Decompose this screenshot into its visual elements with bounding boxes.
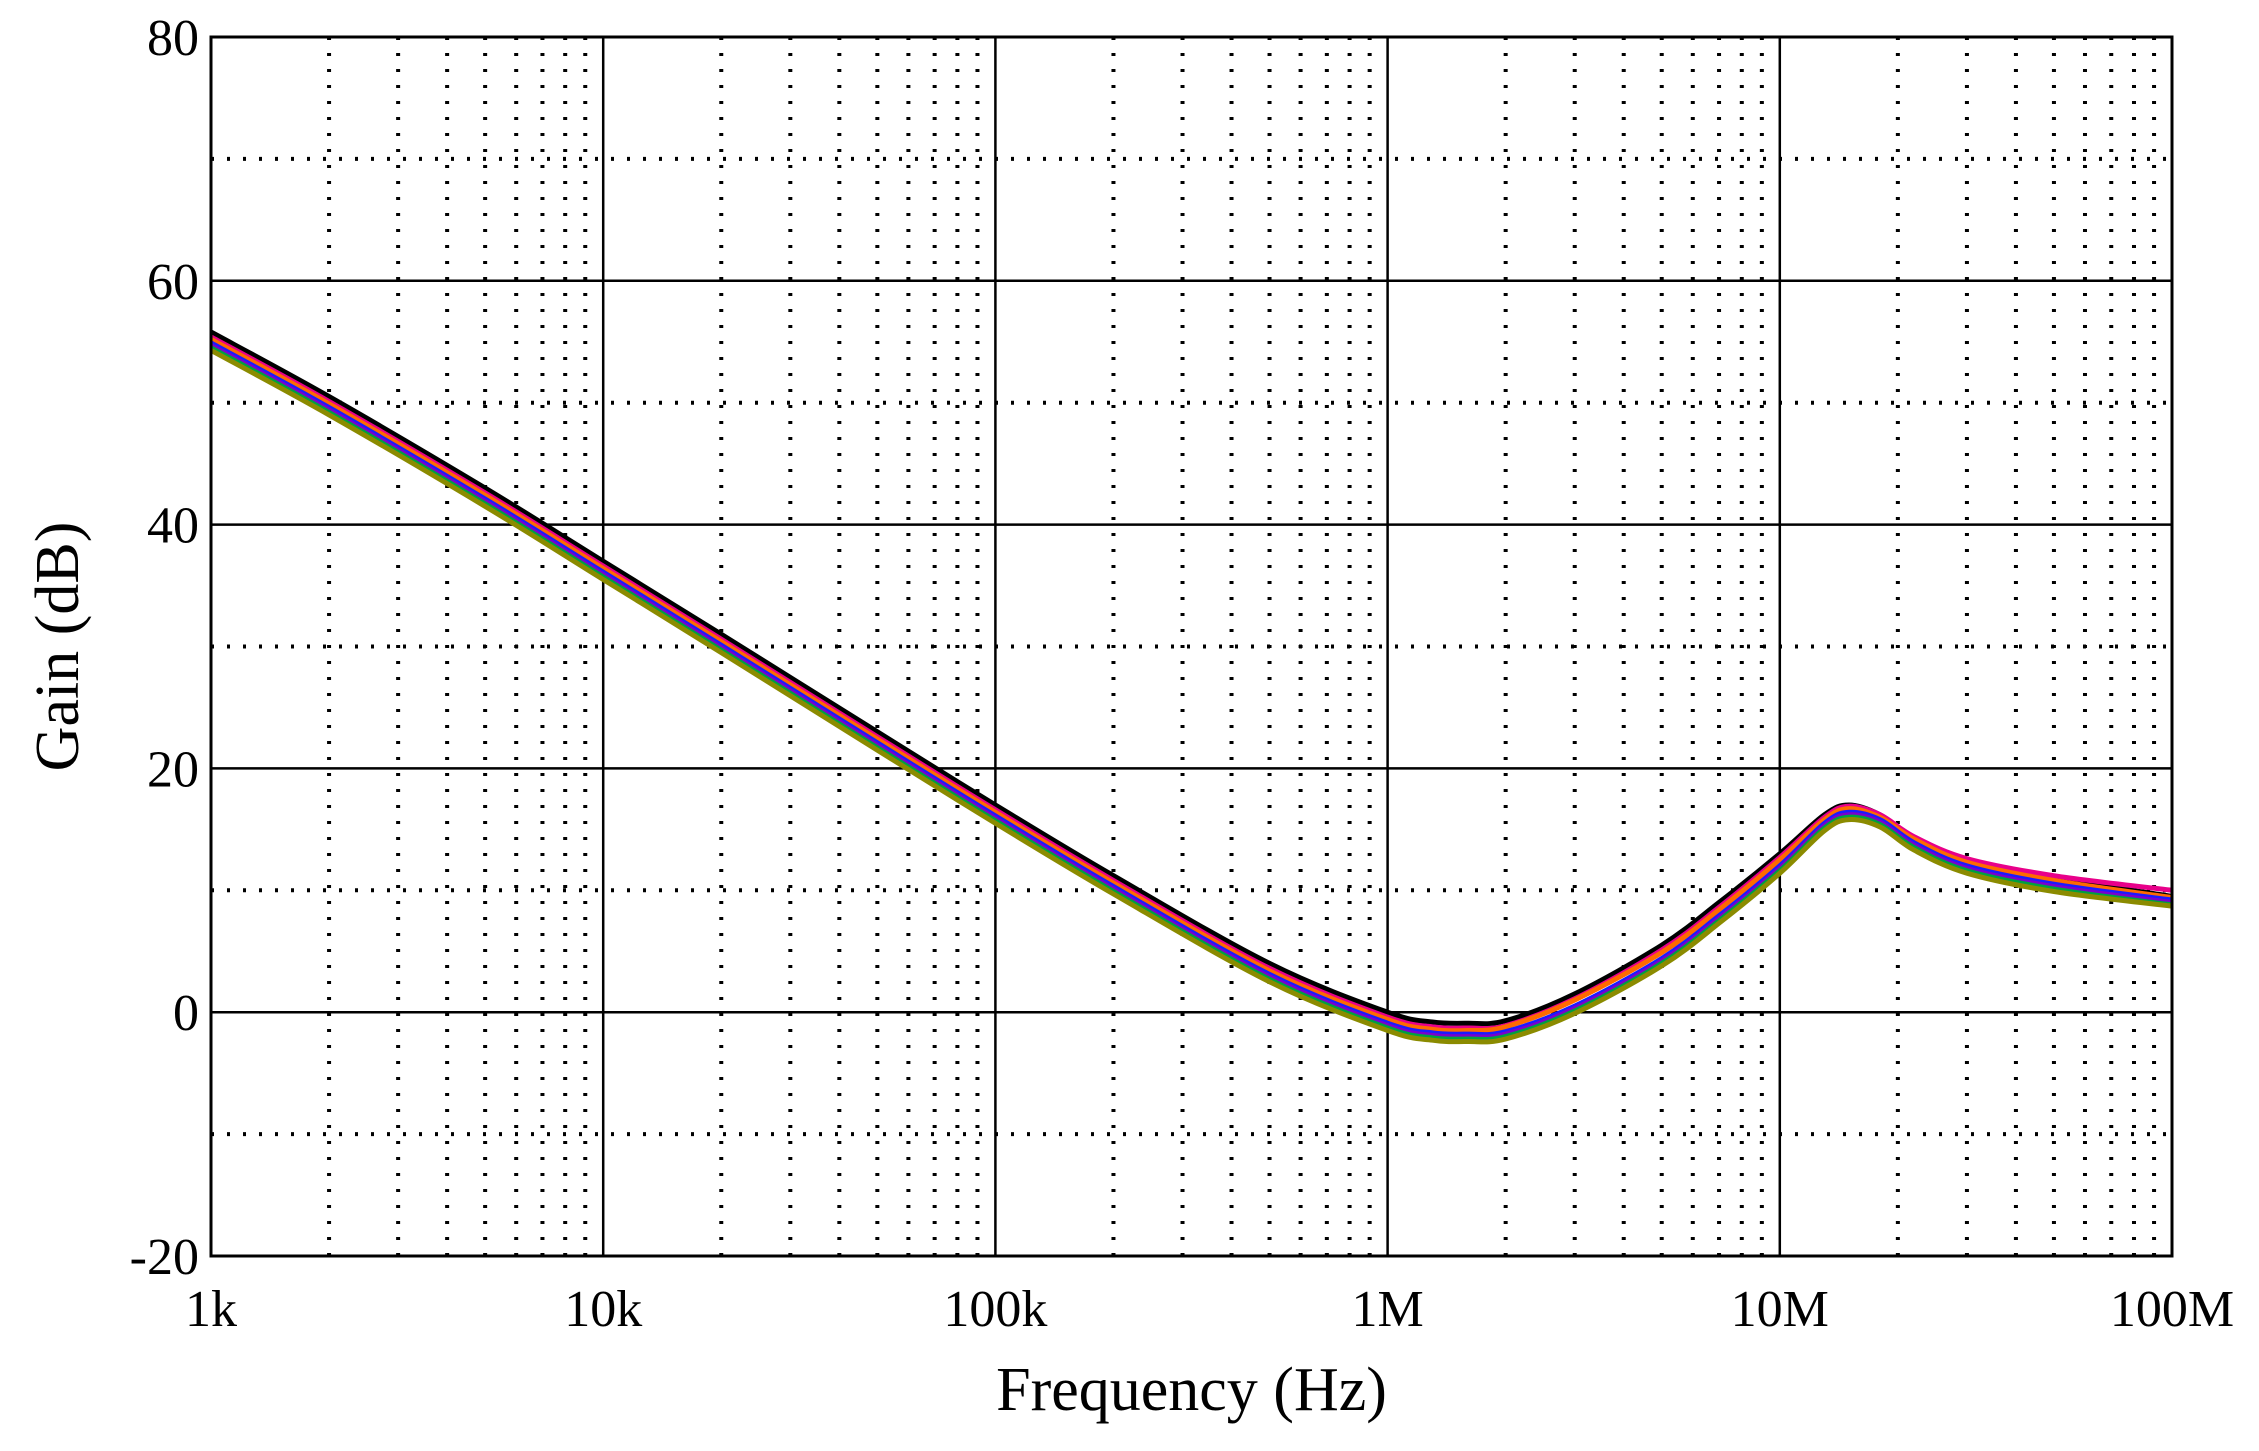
tick-labels: 1k 10k 100k 1M 10M 100M -20 0 20 40 60 80	[130, 10, 2234, 1338]
y-axis-title: Gain (dB)	[24, 522, 92, 772]
x-axis-title: Frequency (Hz)	[996, 1356, 1387, 1424]
x-tick-label: 1M	[1351, 1281, 1423, 1338]
y-tick-label: 80	[147, 10, 199, 67]
series-line-7	[209, 348, 2173, 1045]
series-group	[209, 329, 2173, 1045]
y-tick-label: 40	[147, 498, 199, 555]
y-tick-label: 60	[147, 254, 199, 311]
y-tick-label: -20	[130, 1229, 199, 1286]
x-tick-label: 10M	[1731, 1281, 1829, 1338]
y-tick-label: 20	[147, 741, 199, 798]
x-tick-label: 100M	[2110, 1281, 2234, 1338]
x-tick-label: 10k	[564, 1281, 642, 1338]
x-tick-label: 100k	[943, 1281, 1047, 1338]
x-tick-label: 1k	[185, 1281, 237, 1338]
grid	[209, 35, 2174, 1258]
plot-frame	[209, 35, 2174, 1258]
y-tick-label: 0	[173, 985, 199, 1042]
